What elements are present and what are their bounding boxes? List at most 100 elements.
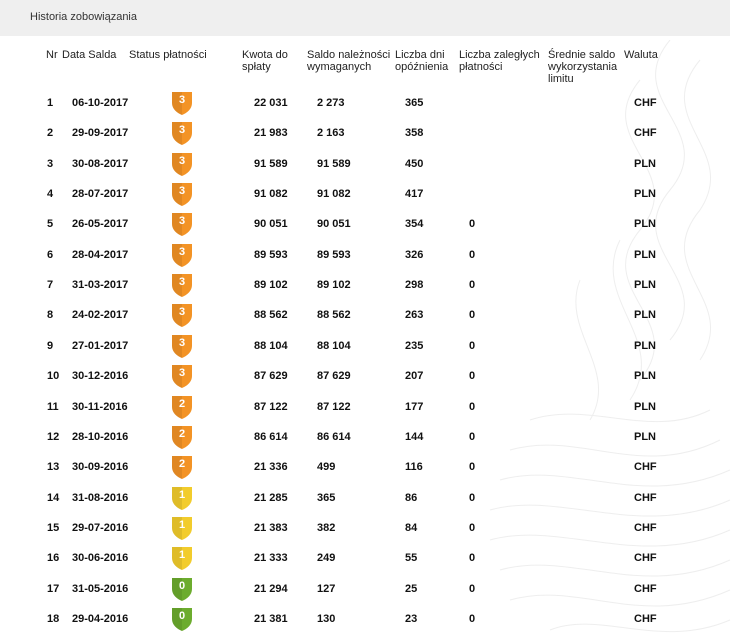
status-badge-value: 1 <box>178 488 186 501</box>
cell-currency: PLN <box>634 370 656 383</box>
cell-overdue: 0 <box>469 521 476 534</box>
cell-currency: CHF <box>634 491 657 504</box>
cell-nr: 18 <box>47 612 60 625</box>
table-row: 14 31-08-2016 21 285 365 86 0 CHF 1 <box>0 486 734 522</box>
status-badge-value: 3 <box>178 367 186 380</box>
status-badge-value: 0 <box>178 579 186 592</box>
cell-nr: 9 <box>47 339 54 352</box>
cell-due: 88 562 <box>317 309 351 322</box>
status-shield-icon: 0 <box>170 576 194 602</box>
cell-date: 28-07-2017 <box>72 188 129 201</box>
cell-days: 263 <box>405 309 424 322</box>
status-badge-value: 3 <box>178 94 186 106</box>
cell-days: 177 <box>405 400 424 413</box>
status-shield-icon: 3 <box>170 90 194 116</box>
cell-overdue: 0 <box>469 612 476 625</box>
table-row: 13 30-09-2016 21 336 499 116 0 CHF 2 <box>0 456 734 491</box>
cell-date: 27-01-2017 <box>72 339 129 352</box>
status-badge-value: 1 <box>178 549 186 562</box>
cell-due: 91 082 <box>317 188 351 201</box>
cell-currency: CHF <box>634 612 657 625</box>
cell-date: 29-09-2017 <box>72 127 129 140</box>
status-shield-icon: 3 <box>170 151 194 177</box>
cell-days: 207 <box>405 370 424 383</box>
cell-nr: 15 <box>47 521 60 534</box>
cell-date: 29-04-2016 <box>72 612 129 625</box>
cell-amount: 86 614 <box>254 430 288 443</box>
status-shield-icon: 1 <box>170 545 194 571</box>
status-shield-icon: 3 <box>170 333 194 359</box>
table-row: 3 30-08-2017 91 589 91 589 450 PLN 3 <box>0 152 734 188</box>
cell-overdue: 0 <box>469 461 476 474</box>
cell-days: 365 <box>405 97 424 109</box>
cell-due: 89 102 <box>317 279 351 292</box>
cell-overdue: 0 <box>469 279 476 292</box>
cell-nr: 2 <box>47 127 54 140</box>
cell-amount: 91 589 <box>254 157 288 170</box>
cell-overdue: 0 <box>469 339 476 352</box>
status-badge-value: 2 <box>178 427 186 440</box>
cell-nr: 5 <box>47 218 54 231</box>
cell-overdue: 0 <box>469 218 476 231</box>
cell-days: 417 <box>405 188 424 201</box>
status-shield-icon: 0 <box>170 606 194 632</box>
status-shield-icon: 3 <box>170 272 194 298</box>
cell-due: 2 163 <box>317 127 345 140</box>
status-badge-value: 3 <box>178 154 186 167</box>
cell-due: 2 273 <box>317 97 345 109</box>
cell-overdue: 0 <box>469 400 476 413</box>
cell-date: 26-05-2017 <box>72 218 129 231</box>
cell-currency: CHF <box>634 582 657 595</box>
status-badge-value: 3 <box>178 185 186 198</box>
cell-nr: 10 <box>47 370 60 383</box>
cell-days: 84 <box>405 521 418 534</box>
cell-amount: 87 629 <box>254 370 288 383</box>
cell-nr: 6 <box>47 248 54 261</box>
cell-nr: 13 <box>47 461 60 474</box>
cell-currency: PLN <box>634 157 656 170</box>
cell-due: 86 614 <box>317 430 351 443</box>
table-row: 2 29-09-2017 21 983 2 163 358 CHF 3 <box>0 122 734 157</box>
status-badge-value: 3 <box>178 245 186 258</box>
col-header-date: Data Salda <box>62 49 117 61</box>
cell-days: 116 <box>405 461 423 474</box>
cell-days: 144 <box>405 430 424 443</box>
status-badge-value: 1 <box>178 518 186 531</box>
status-badge-value: 3 <box>178 124 186 137</box>
cell-currency: PLN <box>634 279 656 292</box>
cell-currency: CHF <box>634 127 657 140</box>
status-badge-value: 2 <box>178 458 186 471</box>
cell-due: 91 589 <box>317 157 351 170</box>
table-row: 18 29-04-2016 21 381 130 23 0 CHF 0 <box>0 607 734 638</box>
cell-amount: 21 983 <box>254 127 288 140</box>
cell-nr: 16 <box>47 552 60 565</box>
cell-due: 87 629 <box>317 370 351 383</box>
col-header-currency: Waluta <box>624 49 658 61</box>
cell-overdue: 0 <box>469 491 476 504</box>
cell-nr: 14 <box>47 491 60 504</box>
cell-days: 450 <box>405 157 424 170</box>
cell-currency: PLN <box>634 400 656 413</box>
cell-date: 30-06-2016 <box>72 552 129 565</box>
cell-amount: 22 031 <box>254 97 288 109</box>
status-shield-icon: 3 <box>170 302 194 328</box>
cell-nr: 12 <box>47 430 60 443</box>
cell-days: 354 <box>405 218 424 231</box>
cell-date: 31-03-2017 <box>72 279 129 292</box>
cell-amount: 21 294 <box>254 582 288 595</box>
cell-amount: 88 562 <box>254 309 288 322</box>
cell-nr: 7 <box>47 279 54 292</box>
cell-amount: 21 333 <box>254 552 288 565</box>
col-header-overdue: Liczba zaległych płatności <box>459 49 540 73</box>
cell-amount: 89 102 <box>254 279 288 292</box>
cell-currency: PLN <box>634 309 656 322</box>
col-header-days: Liczba dni opóźnienia <box>395 49 449 73</box>
status-badge-value: 3 <box>178 276 186 289</box>
status-shield-icon: 3 <box>170 120 194 146</box>
cell-due: 130 <box>317 612 336 625</box>
cell-overdue: 0 <box>469 582 476 595</box>
cell-amount: 21 383 <box>254 521 288 534</box>
cell-currency: CHF <box>634 461 657 474</box>
cell-days: 23 <box>405 612 418 625</box>
status-shield-icon: 3 <box>170 181 194 207</box>
